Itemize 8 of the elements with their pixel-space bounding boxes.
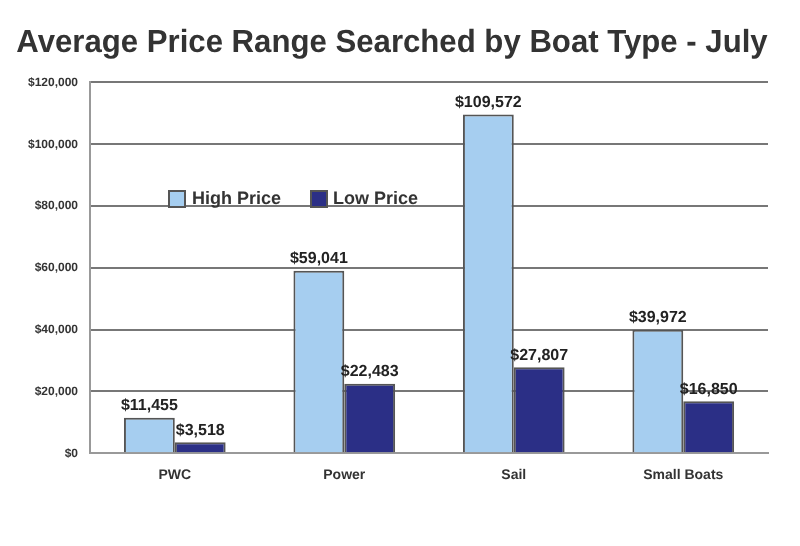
data-label: $59,041 (289, 249, 349, 268)
data-label: $3,518 (175, 420, 226, 439)
legend-label: Low Price (331, 188, 419, 208)
legend-label: High Price (190, 188, 282, 208)
data-label: $11,455 (120, 396, 179, 415)
data-label: $39,972 (628, 308, 688, 327)
data-label: $109,572 (454, 93, 523, 112)
chart-title: Average Price Range Searched by Boat Type - July (16, 25, 769, 61)
